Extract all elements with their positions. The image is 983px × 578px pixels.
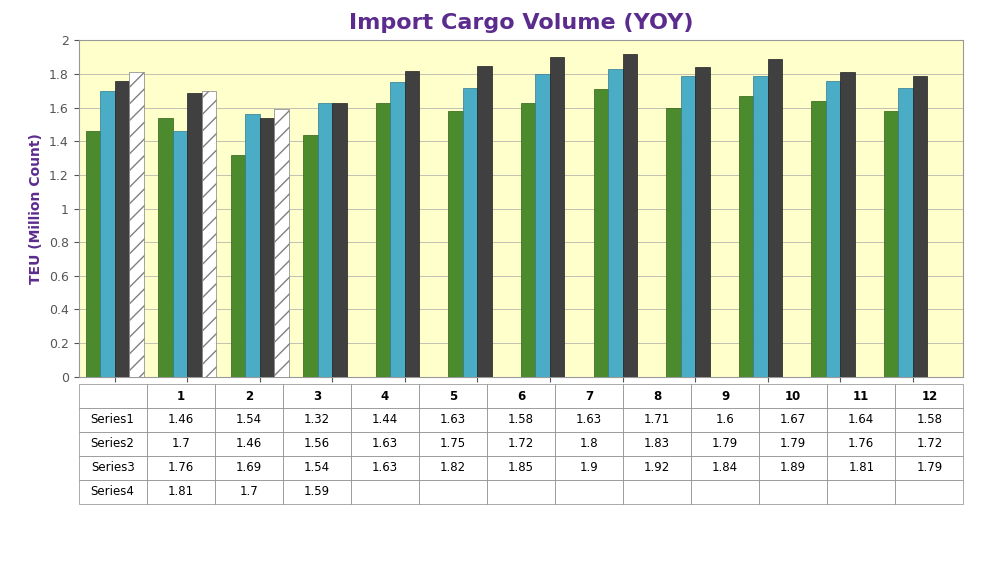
Bar [608,69,622,377]
Bar [695,68,710,377]
Bar [390,83,405,377]
Bar [130,72,144,377]
Bar [332,103,347,377]
Bar [100,91,115,377]
Bar [304,135,318,377]
Bar [884,111,898,377]
Bar [680,76,695,377]
Bar [86,131,100,377]
Bar [274,109,289,377]
Bar [622,54,637,377]
Bar [231,155,246,377]
Bar [115,81,130,377]
Bar [158,118,173,377]
Bar [826,81,840,377]
Bar [840,72,854,377]
Bar [318,103,332,377]
Bar [188,92,202,377]
Bar [463,87,478,377]
Bar [898,87,912,377]
Bar [594,89,608,377]
Bar [376,103,390,377]
Bar [768,59,782,377]
Bar [246,114,260,377]
Bar [173,131,188,377]
Bar [448,111,463,377]
Bar [912,76,927,377]
Bar [811,101,826,377]
Bar [550,57,564,377]
Bar [536,74,550,377]
Bar [260,118,274,377]
Bar [405,71,420,377]
Y-axis label: TEU (Million Count): TEU (Million Count) [29,133,43,284]
Bar [521,103,536,377]
Text: Chart created by MIQ Logistics 11/9/2018. Source: Global Port Tracker released b: Chart created by MIQ Logistics 11/9/2018… [87,528,829,555]
Bar [738,96,753,377]
Bar [478,66,492,377]
Bar [666,108,680,377]
Bar [202,91,216,377]
Title: Import Cargo Volume (YOY): Import Cargo Volume (YOY) [349,13,693,34]
Bar [753,76,768,377]
